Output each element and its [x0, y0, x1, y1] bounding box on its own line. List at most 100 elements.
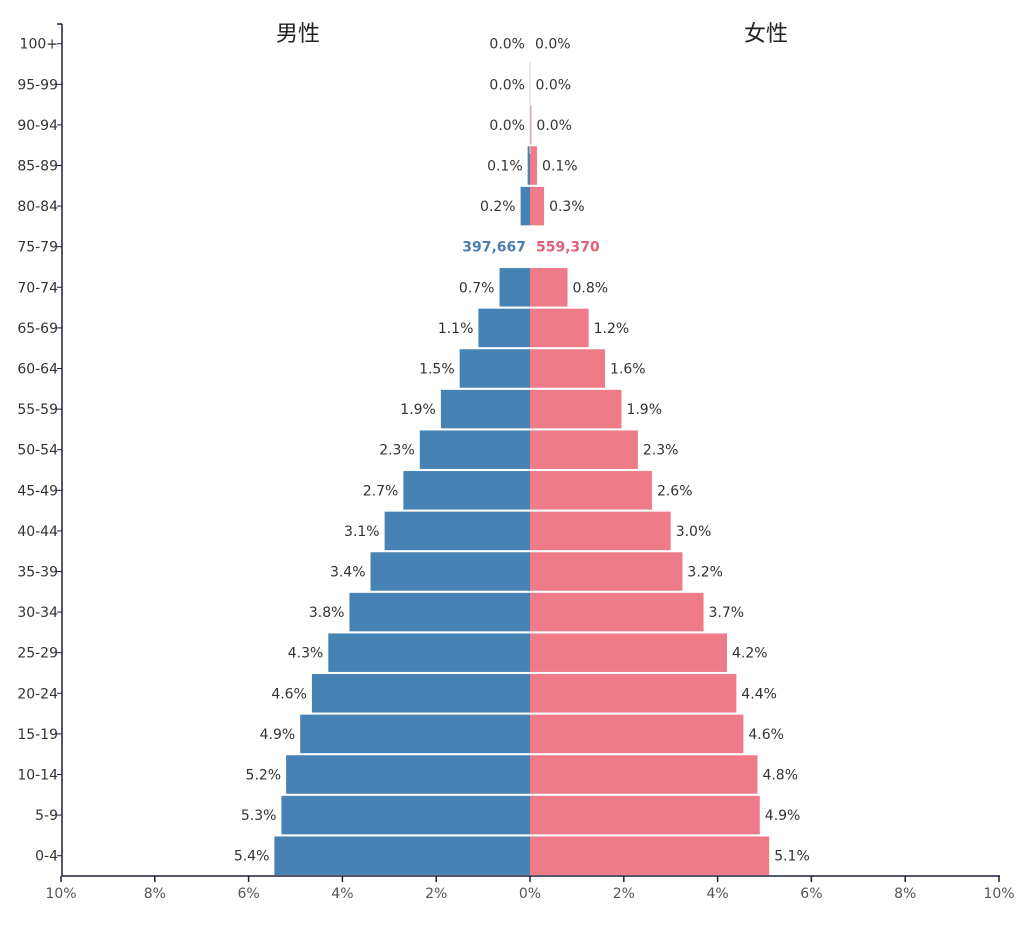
- x-tick-label: 4%: [706, 886, 728, 902]
- female-value-label: 0.0%: [535, 77, 571, 93]
- male-bar[interactable]: [286, 755, 530, 794]
- female-value-label: 5.1%: [774, 849, 810, 865]
- male-bar[interactable]: [419, 430, 530, 469]
- female-value-label: 3.7%: [709, 605, 745, 621]
- female-value-label: 1.9%: [626, 402, 662, 418]
- male-bar[interactable]: [478, 308, 530, 348]
- x-tick-label: 8%: [894, 886, 916, 902]
- category-label: 30-34: [17, 605, 58, 621]
- category-label: 85-89: [17, 159, 58, 175]
- male-value-label: 1.1%: [438, 321, 474, 337]
- female-bar[interactable]: [530, 592, 704, 632]
- category-label: 20-24: [17, 686, 58, 702]
- female-bar[interactable]: [530, 389, 622, 429]
- axes: 0-4 5-9 10-14 15-19 20-24 25-29 30-34 35-39 40-4…: [17, 23, 1015, 902]
- male-bar[interactable]: [459, 349, 530, 388]
- category-label: 50-54: [17, 443, 58, 459]
- female-title: 女性: [744, 22, 788, 47]
- female-bar[interactable]: [530, 186, 545, 226]
- male-value-label: 0.0%: [489, 77, 525, 93]
- female-value-label: 4.6%: [748, 727, 784, 743]
- female-bar[interactable]: [530, 105, 532, 145]
- male-value-label: 2.7%: [363, 483, 399, 499]
- female-bar[interactable]: [530, 471, 652, 510]
- male-bar[interactable]: [499, 268, 530, 307]
- category-label: 75-79: [17, 240, 58, 256]
- female-bar[interactable]: [530, 552, 683, 591]
- male-value-label: 1.9%: [400, 402, 436, 418]
- bars-layer: [274, 62, 770, 875]
- category-label: 65-69: [17, 321, 58, 337]
- female-bar[interactable]: [530, 430, 638, 469]
- male-title: 男性: [276, 22, 320, 47]
- male-bar[interactable]: [328, 633, 530, 672]
- female-bar[interactable]: [530, 349, 606, 388]
- male-bar[interactable]: [520, 186, 530, 226]
- x-tick-label: 0%: [519, 886, 541, 902]
- category-label: 45-49: [17, 483, 58, 499]
- female-bar[interactable]: [530, 674, 737, 713]
- male-value-label: 3.4%: [330, 565, 366, 581]
- female-value-label: 2.3%: [643, 443, 679, 459]
- male-bar[interactable]: [281, 795, 530, 835]
- category-label: 10-14: [17, 768, 58, 784]
- category-label: 40-44: [17, 524, 58, 540]
- x-tick-label: 10%: [45, 886, 76, 902]
- category-label: 90-94: [17, 118, 58, 134]
- male-bar[interactable]: [384, 511, 530, 551]
- male-value-label: 4.3%: [288, 646, 324, 662]
- female-value-label: 3.0%: [676, 524, 712, 540]
- female-value-label: 4.9%: [765, 808, 801, 824]
- category-label: 95-99: [17, 77, 58, 93]
- male-value-label: 5.3%: [241, 808, 277, 824]
- female-bar[interactable]: [530, 633, 727, 672]
- male-bar[interactable]: [440, 389, 530, 429]
- category-label: 70-74: [17, 280, 58, 296]
- female-value-label: 0.1%: [542, 159, 578, 175]
- female-value-label: 0.3%: [549, 199, 585, 215]
- x-tick-label: 2%: [613, 886, 635, 902]
- category-label: 0-4: [35, 849, 58, 865]
- female-value-label: 1.2%: [594, 321, 630, 337]
- male-bar[interactable]: [311, 674, 530, 713]
- female-value-label: 1.6%: [610, 362, 646, 378]
- female-value-label: 0.0%: [536, 118, 572, 134]
- category-label: 100+: [20, 37, 58, 53]
- male-value-label: 1.5%: [419, 362, 455, 378]
- category-label: 15-19: [17, 727, 58, 743]
- female-bar[interactable]: [530, 795, 760, 835]
- female-value-label: 4.8%: [762, 768, 798, 784]
- female-bar[interactable]: [530, 268, 568, 307]
- male-bar[interactable]: [527, 146, 530, 185]
- male-value-label: 0.0%: [489, 118, 525, 134]
- male-bar[interactable]: [300, 714, 530, 754]
- category-label: 25-29: [17, 646, 58, 662]
- category-label: 35-39: [17, 565, 58, 581]
- male-value-label: 5.2%: [246, 768, 282, 784]
- female-bar[interactable]: [530, 146, 538, 185]
- male-value-label: 3.1%: [344, 524, 380, 540]
- male-count-label: 397,667: [462, 240, 526, 256]
- male-bar[interactable]: [349, 592, 530, 632]
- male-value-label: 4.6%: [271, 686, 307, 702]
- male-bar[interactable]: [274, 836, 530, 875]
- category-label: 60-64: [17, 362, 58, 378]
- male-bar[interactable]: [403, 471, 530, 510]
- female-bar[interactable]: [530, 836, 770, 875]
- male-value-label: 0.0%: [489, 37, 525, 53]
- female-bar[interactable]: [530, 511, 671, 551]
- female-bar[interactable]: [530, 755, 758, 794]
- x-tick-label: 2%: [425, 886, 447, 902]
- female-value-label: 4.4%: [741, 686, 777, 702]
- female-bar[interactable]: [530, 308, 589, 348]
- male-bar[interactable]: [370, 552, 530, 591]
- category-label: 5-9: [35, 808, 58, 824]
- female-bar[interactable]: [530, 714, 744, 754]
- x-tick-label: 6%: [237, 886, 259, 902]
- male-value-label: 0.7%: [459, 280, 495, 296]
- male-value-label: 4.9%: [260, 727, 296, 743]
- x-tick-label: 4%: [331, 886, 353, 902]
- x-tick-label: 6%: [800, 886, 822, 902]
- male-value-label: 0.1%: [487, 159, 523, 175]
- female-count-label: 559,370: [536, 240, 600, 256]
